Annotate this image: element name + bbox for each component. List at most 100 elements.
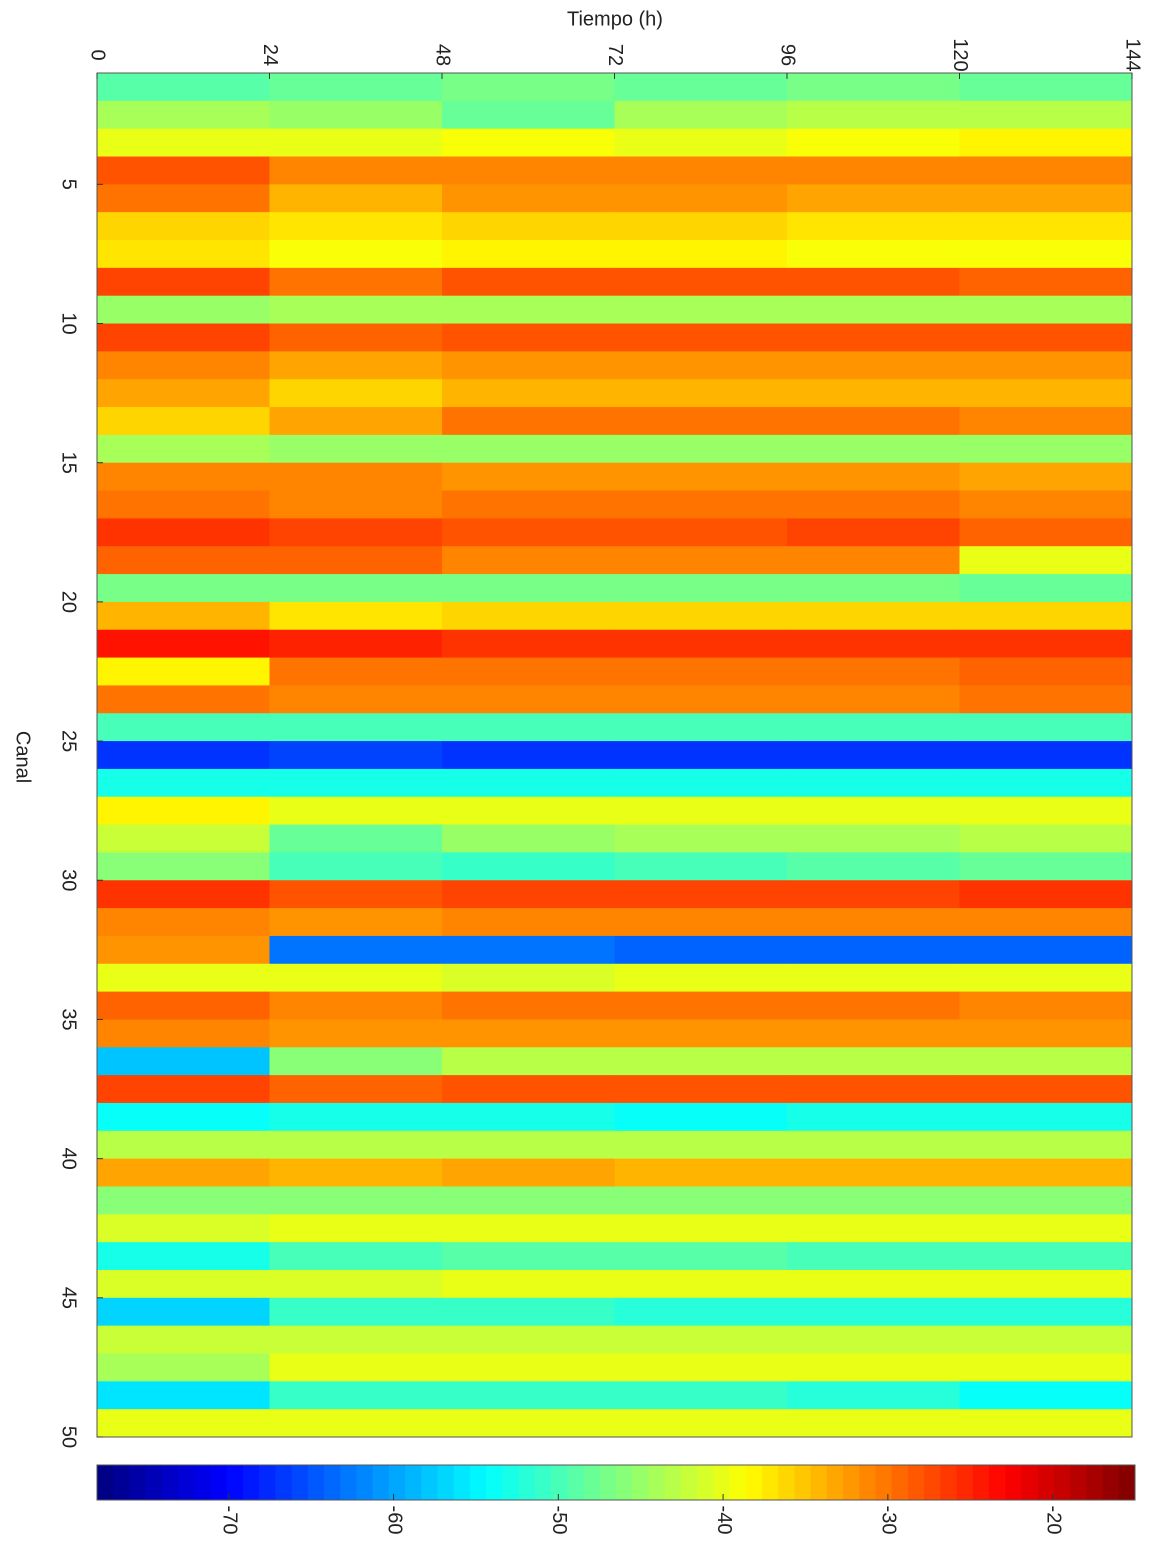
heat-cell: [97, 1325, 270, 1354]
heat-cell: [959, 685, 1133, 714]
heat-cell: [614, 267, 788, 297]
heat-cell: [959, 128, 1133, 158]
heat-cell: [614, 574, 788, 603]
colorbar-swatch: [891, 1465, 909, 1500]
heat-cell: [787, 240, 960, 269]
colorbar-swatch: [1102, 1465, 1120, 1500]
heat-cell: [269, 1409, 443, 1438]
heat-cell: [269, 267, 443, 297]
heat-cell: [97, 601, 270, 631]
heat-cell: [269, 518, 443, 547]
heat-cell: [442, 128, 615, 158]
heat-cell: [614, 100, 788, 130]
heat-cell: [787, 1047, 960, 1076]
heat-cell: [959, 629, 1133, 659]
heat-cell: [269, 100, 443, 130]
heat-cell: [97, 490, 270, 519]
heat-cell: [614, 351, 788, 380]
heat-cell: [97, 240, 270, 269]
heat-cell: [787, 546, 960, 575]
heat-cell: [97, 267, 270, 297]
colorbar-swatch: [843, 1465, 860, 1500]
colorbar-swatch: [664, 1465, 682, 1500]
heat-cell: [787, 73, 960, 102]
heat-cell: [614, 323, 788, 352]
heat-cell: [787, 1242, 960, 1271]
colorbar-swatch: [632, 1465, 649, 1500]
heat-cell: [269, 407, 443, 436]
heat-cell: [97, 295, 270, 325]
colorbar-swatch: [745, 1465, 763, 1500]
heat-cell: [269, 1158, 443, 1187]
heat-cell: [614, 1186, 788, 1215]
heat-cell: [787, 601, 960, 631]
x-tick-label: 48: [432, 44, 454, 66]
heat-cell: [442, 295, 615, 325]
heat-cell: [959, 1130, 1133, 1160]
heat-cell: [442, 1047, 615, 1076]
heat-cell: [787, 212, 960, 241]
heat-cell: [614, 407, 788, 436]
colorbar-swatch: [486, 1465, 503, 1500]
colorbar-swatch: [405, 1465, 422, 1500]
heat-cell: [97, 713, 270, 742]
heat-cell: [959, 240, 1133, 269]
colorbar-swatch: [599, 1465, 617, 1500]
heat-cell: [97, 963, 270, 993]
colorbar-frame: [96, 1464, 1136, 1501]
colorbar-swatch: [161, 1465, 179, 1500]
heat-cell: [787, 1269, 960, 1299]
colorbar-swatch: [97, 1465, 114, 1500]
heat-cell: [269, 1297, 443, 1327]
heat-cell: [97, 908, 270, 937]
heat-cell: [442, 518, 615, 547]
colorbar-swatch: [178, 1465, 195, 1500]
heat-cell: [787, 1102, 960, 1132]
colorbar-swatch: [680, 1465, 698, 1500]
colorbar-swatch: [956, 1465, 974, 1500]
colorbar-swatch: [275, 1465, 293, 1500]
heat-cell: [97, 100, 270, 130]
heat-cell: [442, 1130, 615, 1160]
heat-cell: [269, 156, 443, 185]
y-tick-label: 35: [58, 1008, 80, 1030]
heat-cell: [269, 546, 443, 575]
y-axis-label: Canal: [12, 731, 34, 783]
heat-cell: [614, 880, 788, 909]
colorbar-swatch: [388, 1465, 406, 1500]
heat-cell: [442, 1325, 615, 1354]
heat-cell: [787, 935, 960, 965]
heat-cell: [787, 1325, 960, 1354]
colorbar-swatch: [761, 1465, 779, 1500]
heat-cell: [614, 657, 788, 686]
heat-cell: [614, 1409, 788, 1438]
heat-cell: [269, 741, 443, 770]
heat-cell: [787, 518, 960, 547]
heat-cell: [442, 184, 615, 213]
heat-cell: [442, 908, 615, 937]
heat-cell: [97, 1075, 270, 1104]
heat-cell: [959, 880, 1133, 909]
heat-cell: [787, 880, 960, 909]
heat-cell: [442, 574, 615, 603]
heat-cell: [97, 852, 270, 881]
heat-cell: [959, 852, 1133, 881]
heat-cell: [97, 685, 270, 714]
x-tick-label: 0: [87, 49, 109, 60]
heat-cell: [97, 1158, 270, 1187]
heat-cell: [269, 824, 443, 853]
heat-cell: [269, 1186, 443, 1215]
heat-cell: [614, 1353, 788, 1382]
colorbar-swatch: [989, 1465, 1006, 1500]
heat-cell: [97, 1269, 270, 1299]
heat-cell: [269, 490, 443, 519]
heat-cell: [442, 240, 615, 269]
heat-cell: [269, 1325, 443, 1354]
colorbar-swatch: [470, 1465, 487, 1500]
colorbar-swatch: [1037, 1465, 1055, 1500]
heat-cell: [97, 991, 270, 1020]
x-tick-label: 144: [1122, 38, 1144, 71]
colorbar-swatch: [210, 1465, 228, 1500]
colorbar-swatch: [697, 1465, 714, 1500]
colorbar-swatch: [356, 1465, 374, 1500]
